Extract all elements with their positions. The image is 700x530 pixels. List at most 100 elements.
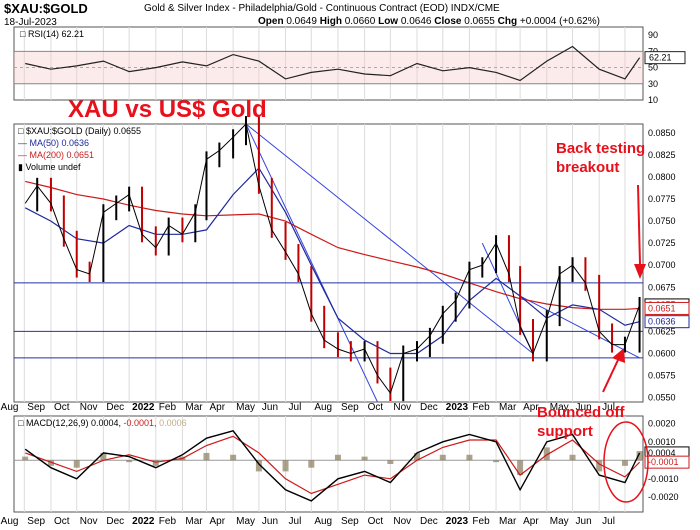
macd-histogram-bar [152, 460, 159, 466]
rsi-y-tick: 30 [648, 79, 658, 89]
x-tick-label: Oct [54, 516, 70, 527]
x-tick-label: Aug [314, 402, 332, 413]
x-tick-label: Nov [393, 402, 411, 413]
macd-line [24, 429, 641, 502]
price-tag-ma50: 0.0636 [648, 317, 676, 327]
macd-tag-signal: -0.0001 [648, 457, 679, 467]
bounced-arrowhead [612, 348, 625, 363]
rsi-line [25, 45, 641, 82]
x-tick-label: Jul [602, 516, 615, 527]
x-tick-label: Mar [185, 516, 203, 527]
price-y-tick: 0.0850 [648, 128, 676, 138]
x-tick-label: Feb [159, 402, 177, 413]
x-tick-label: Sep [27, 516, 45, 527]
macd-histogram-bar [439, 454, 446, 461]
rsi-y-tick: 50 [648, 63, 658, 73]
macd-histogram-bar [517, 460, 524, 476]
macd-y-tick: 0.0020 [648, 418, 676, 428]
x-tick-label: Oct [368, 402, 384, 413]
x-tick-label: Feb [472, 516, 490, 527]
price-panel [13, 123, 644, 403]
x-tick-label: Feb [472, 402, 490, 413]
trendline [245, 123, 378, 403]
back-testing-arrowhead [634, 264, 646, 279]
x-tick-label: Feb [159, 516, 177, 527]
price-y-tick: 0.0775 [648, 194, 676, 204]
macd-histogram-bar [334, 454, 341, 461]
x-tick-label: Apr [523, 402, 539, 413]
x-tick-label: Aug [314, 516, 332, 527]
ticker-symbol: $XAU:$GOLD [4, 1, 88, 16]
rsi-panel [13, 26, 644, 101]
open-label: Open [258, 16, 284, 27]
macd-histogram-bar [73, 460, 80, 468]
rsi-last-tag-box [644, 51, 686, 65]
macd-hist-legend: 0.0006 [159, 418, 187, 428]
price-y-tick: 0.0550 [648, 393, 676, 403]
macd-histogram-bar [47, 460, 54, 466]
x-tick-label: Aug [1, 516, 19, 527]
macd-histogram-bar [255, 460, 262, 472]
x-tick-label: 2023 [446, 516, 469, 527]
chart-date: 18-Jul-2023 [4, 17, 57, 28]
trendline [245, 123, 534, 354]
macd-histogram-bar [493, 460, 500, 463]
macd-tag-macd: 0.0004 [648, 448, 676, 458]
volume-legend: ▮ Volume undef [18, 162, 81, 172]
index-description: Gold & Silver Index - Philadelphia/Gold … [144, 3, 500, 14]
x-tick-label: Jun [576, 402, 592, 413]
price-tag-ma200: 0.0651 [648, 303, 676, 313]
macd-histogram-bar [466, 454, 473, 461]
change-label: Chg [497, 16, 518, 27]
macd-legend: □ MACD(12,26,9) 0.0004, -0.0001, 0.0006 [18, 418, 187, 428]
rsi-y-tick: 10 [648, 95, 658, 105]
x-tick-label: 2023 [446, 402, 469, 413]
macd-tag-box-signal [644, 455, 690, 469]
price-y-tick: 0.0625 [648, 326, 676, 336]
macd-highlight-circle [603, 421, 649, 503]
x-tick-label: Jul [289, 402, 302, 413]
price-y-tick: 0.0600 [648, 348, 676, 358]
macd-signal-line [24, 435, 641, 495]
macd-histogram-bar [569, 454, 576, 461]
ma200-legend: — MA(200) 0.0651 [18, 150, 95, 160]
x-tick-label: May [236, 402, 255, 413]
price-y-tick: 0.0800 [648, 172, 676, 182]
macd-histogram-bar [308, 460, 315, 468]
x-tick-label: May [550, 402, 569, 413]
rsi-legend: □ RSI(14) 62.21 [20, 29, 84, 39]
high-value: 0.0660 [344, 16, 376, 27]
price-tag-box-ma200 [644, 301, 690, 315]
price-legend: □ $XAU:$GOLD (Daily) 0.0655 [18, 126, 141, 136]
x-tick-label: Jul [602, 402, 615, 413]
change-value: +0.0004 (+0.62%) [519, 16, 600, 27]
x-tick-label: Mar [185, 402, 203, 413]
x-tick-label: 2022 [132, 402, 155, 413]
x-tick-label: Dec [420, 516, 438, 527]
x-tick-label: Nov [80, 516, 98, 527]
price-y-tick: 0.0575 [648, 371, 676, 381]
x-tick-label: Mar [499, 402, 517, 413]
macd-histogram-bar [282, 460, 289, 472]
macd-histogram-bar [230, 454, 237, 461]
x-tick-label: Sep [341, 516, 359, 527]
x-tick-label: Jun [262, 516, 278, 527]
price-y-tick: 0.0825 [648, 150, 676, 160]
price-line [24, 122, 641, 395]
macd-histogram-bar [636, 451, 643, 461]
macd-histogram-bar [596, 460, 603, 472]
x-tick-label: Jun [576, 516, 592, 527]
x-tick-label: Apr [209, 402, 225, 413]
x-tick-label: Apr [523, 516, 539, 527]
back-testing-arrow [637, 184, 641, 265]
x-tick-label: Jul [289, 516, 302, 527]
macd-histogram-bar [361, 456, 368, 461]
macd-histogram-bar [414, 452, 421, 461]
bounced-arrow [602, 359, 619, 393]
macd-signal-legend: -0.0001, [123, 418, 157, 428]
price-tag-box-ma50 [644, 315, 690, 329]
open-value: 0.0649 [286, 16, 317, 27]
macd-histogram-bar [543, 447, 550, 461]
close-value: 0.0655 [464, 16, 495, 27]
x-tick-label: Nov [393, 516, 411, 527]
